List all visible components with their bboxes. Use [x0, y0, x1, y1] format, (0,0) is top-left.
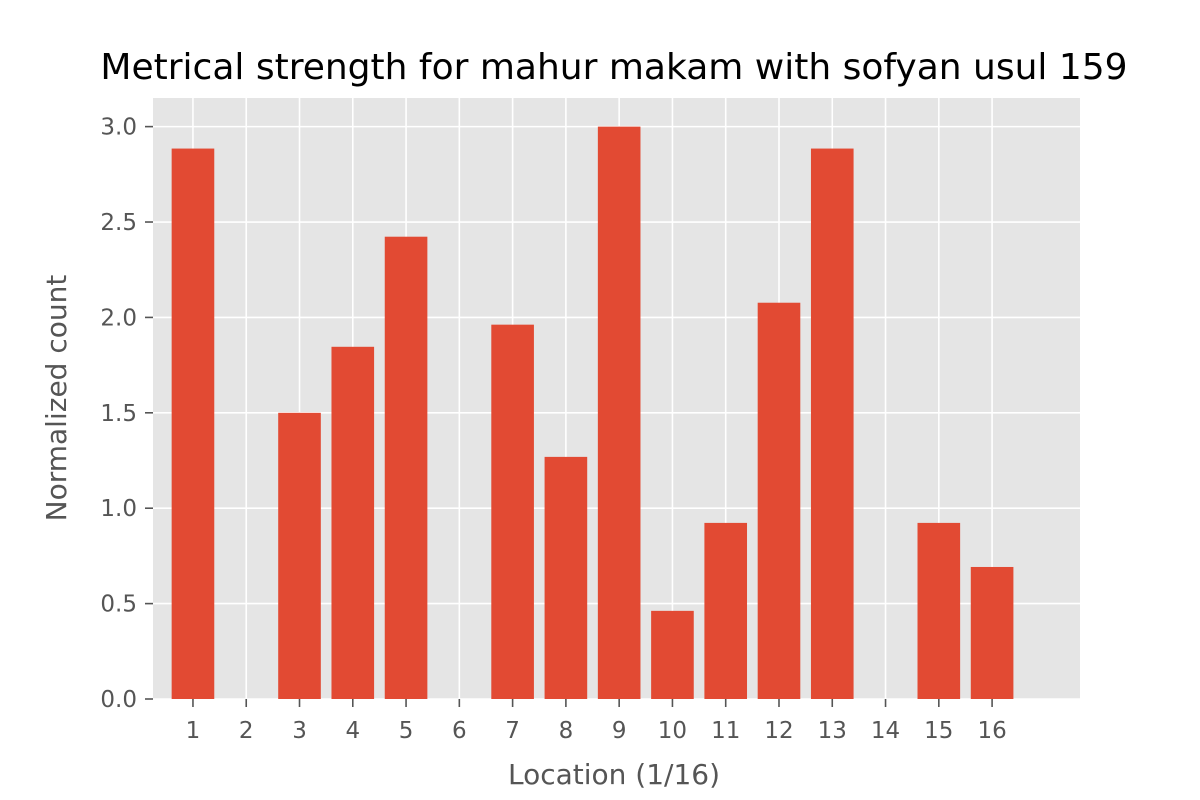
x-tick-label: 7 [505, 718, 520, 744]
bar-8 [544, 456, 588, 699]
bar-4 [331, 346, 375, 699]
bars [171, 126, 1014, 700]
y-tick-label: 3.0 [100, 115, 137, 141]
x-tick-label: 8 [559, 718, 574, 744]
bar-10 [651, 610, 694, 699]
x-tick-label: 2 [239, 718, 254, 744]
x-tick-label: 5 [399, 718, 414, 744]
x-tick-label: 11 [711, 718, 740, 744]
bar-12 [757, 302, 801, 699]
bar-7 [491, 324, 534, 699]
x-tick-label: 10 [658, 718, 687, 744]
bar-16 [970, 566, 1014, 699]
x-tick-label: 15 [924, 718, 953, 744]
x-tick-label: 3 [292, 718, 307, 744]
x-tick-label: 4 [345, 718, 360, 744]
y-tick-label: 2.5 [100, 210, 137, 236]
chart-title: Metrical strength for mahur makam with s… [100, 47, 1127, 88]
x-tick-label: 9 [612, 718, 627, 744]
bar-3 [278, 412, 321, 699]
x-tick-label: 1 [186, 718, 201, 744]
y-tick-label: 0.5 [100, 592, 137, 618]
y-tick-label: 1.0 [100, 496, 137, 522]
y-tick-label: 1.5 [100, 401, 137, 427]
y-tick-label: 0.0 [100, 687, 137, 713]
x-tick-label: 6 [452, 718, 467, 744]
bar-15 [917, 522, 961, 699]
x-axis-ticks: 1 2 3 4 5 6 7 8 9 10 11 12 13 14 15 16 [186, 699, 1007, 744]
bar-11 [704, 522, 748, 699]
x-tick-label: 13 [818, 718, 847, 744]
x-tick-label: 12 [764, 718, 793, 744]
bar-5 [384, 236, 428, 700]
bar-1 [171, 148, 215, 700]
bar-9 [597, 126, 641, 700]
x-axis-label: Location (1/16) [508, 758, 720, 791]
y-axis-ticks: 0.0 0.5 1.0 1.5 2.0 2.5 3.0 [100, 115, 153, 713]
x-tick-label: 14 [871, 718, 900, 744]
y-axis-label: Normalized count [40, 275, 73, 522]
bar-13 [810, 148, 854, 700]
y-tick-label: 2.0 [100, 305, 137, 331]
x-tick-label: 16 [977, 718, 1006, 744]
